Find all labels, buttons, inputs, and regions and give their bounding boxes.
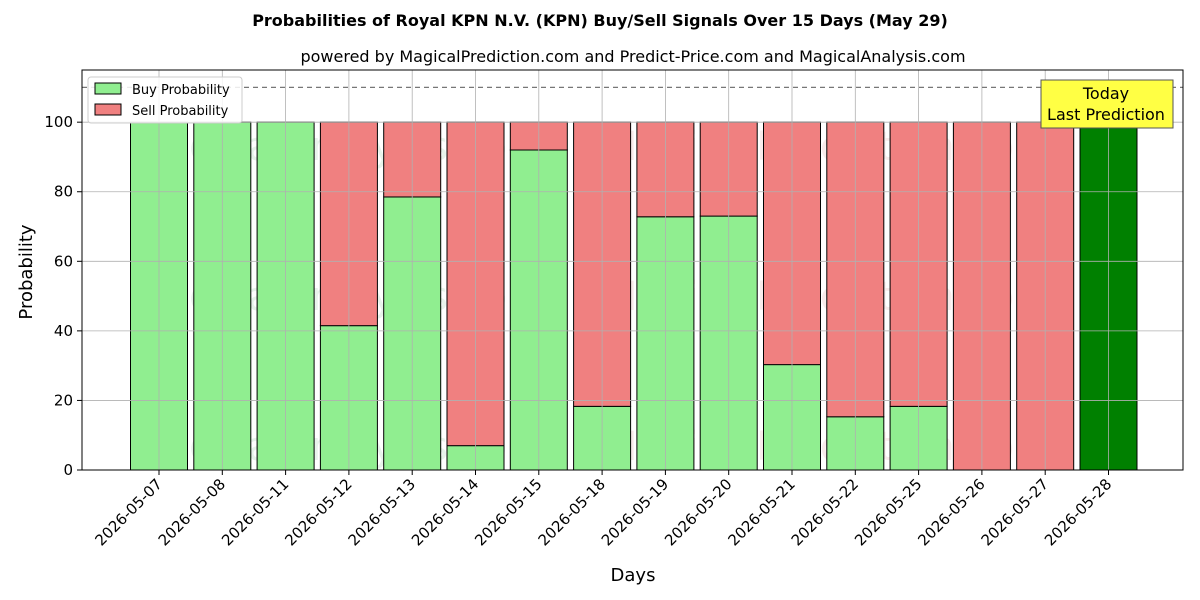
- x-tick-label: 2026-05-13: [345, 475, 419, 549]
- plot-frame: [81, 69, 1184, 471]
- x-axis-label: Days: [611, 565, 656, 586]
- chart-title: Probabilities of Royal KPN N.V. (KPN) Bu…: [252, 11, 948, 30]
- last-prediction-label: Last Prediction: [1047, 105, 1165, 124]
- legend-label-buy: Buy Probability: [132, 83, 230, 98]
- x-tick-label: 2026-05-12: [281, 475, 355, 549]
- legend-swatch-buy: [94, 82, 122, 95]
- y-tick-label: 100: [44, 113, 73, 131]
- y-tick-label: 0: [63, 461, 73, 479]
- x-tick-label: 2026-05-21: [724, 475, 798, 549]
- x-tick-label: 2026-05-11: [218, 475, 292, 549]
- x-tick-label: 2026-05-07: [91, 475, 165, 549]
- x-tick-label: 2026-05-26: [914, 475, 988, 549]
- y-tick-label: 60: [54, 252, 73, 270]
- legend-box: [87, 76, 243, 124]
- chart-subtitle: powered by MagicalPrediction.com and Pre…: [300, 47, 965, 66]
- y-tick-label: 20: [54, 391, 73, 409]
- today-annotation: Today Last Prediction: [1040, 79, 1174, 129]
- y-axis-label: Probability: [16, 224, 37, 319]
- today-label: Today: [1082, 84, 1129, 103]
- y-tick-label: 40: [54, 322, 73, 340]
- y-tick-label: 80: [54, 183, 73, 201]
- legend: Buy Probability Sell Probability: [87, 76, 243, 124]
- x-tick-label: 2026-05-27: [978, 475, 1052, 549]
- x-axis: 2026-05-072026-05-082026-05-112026-05-12…: [91, 470, 1115, 549]
- y-axis: 0 20 40 60 80 100: [44, 113, 82, 479]
- x-tick-label: 2026-05-19: [598, 475, 672, 549]
- legend-swatch-sell: [94, 103, 122, 116]
- legend-label-sell: Sell Probability: [132, 104, 229, 119]
- x-tick-label: 2026-05-18: [535, 475, 609, 549]
- x-tick-label: 2026-05-15: [471, 475, 545, 549]
- x-tick-label: 2026-05-28: [1041, 475, 1115, 549]
- x-tick-label: 2026-05-14: [408, 475, 482, 549]
- x-tick-label: 2026-05-22: [788, 475, 862, 549]
- x-tick-label: 2026-05-08: [155, 475, 229, 549]
- x-tick-label: 2026-05-20: [661, 475, 735, 549]
- today-annotation-box: [1040, 79, 1174, 129]
- x-tick-label: 2026-05-25: [851, 475, 925, 549]
